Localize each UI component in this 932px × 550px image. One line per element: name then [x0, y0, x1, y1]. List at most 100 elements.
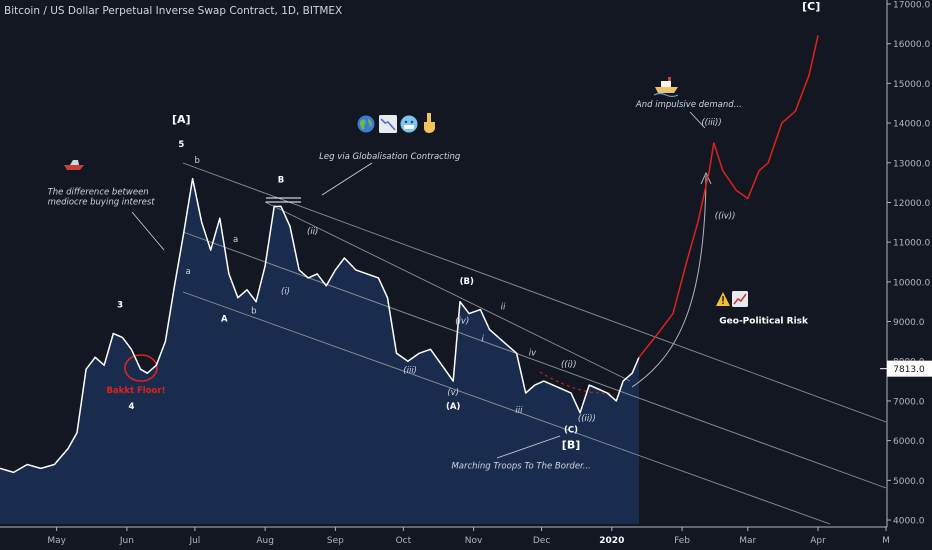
- y-tick-label: 11000.0: [893, 239, 930, 249]
- price-area-fill: [0, 178, 639, 524]
- price-point: [366, 273, 368, 275]
- ship-funnel: [668, 77, 671, 81]
- annotation-label: (iii): [403, 366, 417, 376]
- icon-layer: [64, 77, 748, 307]
- price-tag-box: [887, 360, 932, 377]
- warning-bar: [722, 296, 724, 302]
- annotation-label: ((ii)): [578, 414, 596, 424]
- projection-point: [638, 356, 640, 358]
- price-point: [579, 412, 581, 414]
- y-tick-label: 9000.0: [893, 318, 925, 328]
- channel-lines: [124, 111, 887, 525]
- projection-point: [781, 122, 783, 124]
- annotation-label: iv: [529, 348, 537, 358]
- price-point: [377, 277, 380, 279]
- price-point: [534, 384, 536, 386]
- annotation-label: (iv): [455, 317, 469, 327]
- annotation-label: i: [481, 334, 484, 344]
- bakkt-circle: [124, 354, 158, 382]
- price-point: [307, 277, 309, 279]
- annotation-label: The difference between: [48, 188, 149, 198]
- annotation-label: mediocre buying interest: [48, 197, 156, 207]
- x-tick-label: Jun: [119, 536, 134, 546]
- y-tick-label: 4000.0: [893, 517, 925, 527]
- price-point: [468, 313, 470, 315]
- speedboat-icon: [64, 160, 84, 170]
- price-point: [255, 301, 257, 303]
- price-point: [210, 249, 212, 251]
- annotation-label: 3: [117, 301, 123, 311]
- point-down-hand: [424, 113, 435, 133]
- annotation-label: ((iii)): [701, 118, 721, 128]
- projection-point: [672, 313, 674, 315]
- price-point: [597, 388, 599, 390]
- price-point: [606, 392, 608, 394]
- price-point: [615, 400, 617, 402]
- annotation-label: (v): [447, 388, 459, 398]
- channel-line-2: [182, 291, 831, 525]
- x-tick-label: Sep: [327, 536, 344, 546]
- price-point: [459, 301, 461, 303]
- y-tick-label: 17000.0: [893, 0, 930, 10]
- chart-up-line: [733, 293, 747, 305]
- globe-land: [359, 119, 372, 130]
- warning-icon: [716, 292, 730, 306]
- annotation-label: (ii): [307, 227, 318, 237]
- y-tick-label: 13000.0: [893, 159, 930, 169]
- price-point: [355, 269, 357, 271]
- price-point: [201, 221, 203, 223]
- chart-down-icon: [379, 115, 397, 133]
- cold-face-eye-l: [404, 120, 408, 124]
- price-tag-label: 7813.0: [893, 365, 925, 375]
- price-point: [552, 384, 554, 386]
- y-tick-label: 7000.0: [893, 397, 925, 407]
- y-tick-label: 10000.0: [893, 278, 930, 288]
- boat-hull: [64, 165, 84, 170]
- projection-point: [817, 35, 819, 37]
- y-axis-panel: [887, 0, 932, 550]
- ship-hull: [655, 87, 678, 93]
- projection-point: [735, 189, 738, 192]
- price-point: [40, 467, 42, 470]
- annotation-label: B: [278, 176, 284, 186]
- price-point: [334, 269, 336, 271]
- x-tick-label: Mar: [739, 536, 756, 546]
- annotation-label: [C]: [802, 0, 820, 13]
- price-point: [452, 380, 454, 382]
- annotation-label: (A): [446, 402, 460, 412]
- price-point: [488, 328, 491, 331]
- point-down-icon: [424, 113, 435, 133]
- series-layer: [0, 35, 819, 474]
- annotation-label: [B]: [562, 439, 580, 452]
- x-tick-label: Apr: [810, 536, 826, 546]
- cold-face-head: [400, 115, 418, 133]
- x-tick-label: Dec: [533, 536, 550, 546]
- price-point: [631, 372, 633, 374]
- projection-point: [767, 162, 769, 164]
- channel-line-3: [264, 201, 631, 382]
- x-tick-label: Oct: [396, 536, 412, 546]
- annotation-label: Marching Troops To The Border...: [451, 461, 590, 471]
- chart-up-bg: [732, 291, 748, 307]
- annotation-label: Geo-Political Risk: [719, 317, 809, 327]
- cold-face-icon: [400, 115, 418, 133]
- price-point: [407, 360, 409, 362]
- projection-arrow: [631, 175, 707, 388]
- ship-wave: [653, 92, 679, 98]
- y-tick-label: 6000.0: [893, 437, 925, 447]
- projection-point: [747, 197, 749, 200]
- x-axis-panel: [0, 527, 932, 550]
- y-tick-label: 15000.0: [893, 80, 930, 90]
- price-point: [182, 233, 185, 235]
- price-point: [112, 332, 114, 335]
- price-point: [343, 257, 346, 259]
- price-point: [53, 463, 55, 466]
- x-tick-label: Nov: [465, 536, 483, 546]
- pointer-impulsive: [689, 111, 706, 129]
- ship-deck: [661, 81, 671, 87]
- x-tick-label: M: [882, 536, 890, 546]
- price-point: [130, 348, 133, 350]
- warning-dot: [722, 302, 724, 305]
- annotation-label: a: [185, 267, 190, 277]
